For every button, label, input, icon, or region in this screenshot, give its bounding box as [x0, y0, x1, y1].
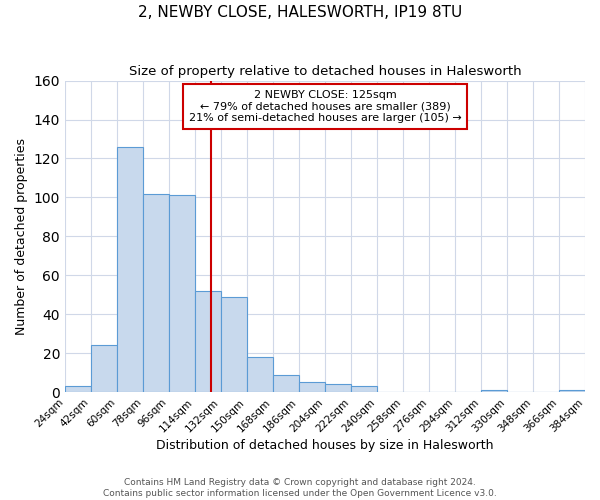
X-axis label: Distribution of detached houses by size in Halesworth: Distribution of detached houses by size …	[156, 440, 494, 452]
Bar	[481, 390, 507, 392]
Bar	[273, 374, 299, 392]
Bar	[117, 147, 143, 392]
Bar	[351, 386, 377, 392]
Bar	[247, 357, 273, 392]
Bar	[65, 386, 91, 392]
Title: Size of property relative to detached houses in Halesworth: Size of property relative to detached ho…	[128, 65, 521, 78]
Bar	[169, 196, 195, 392]
Bar	[559, 390, 585, 392]
Bar	[91, 346, 117, 392]
Text: 2 NEWBY CLOSE: 125sqm
← 79% of detached houses are smaller (389)
21% of semi-det: 2 NEWBY CLOSE: 125sqm ← 79% of detached …	[188, 90, 461, 123]
Y-axis label: Number of detached properties: Number of detached properties	[15, 138, 28, 335]
Bar	[299, 382, 325, 392]
Bar	[325, 384, 351, 392]
Bar	[143, 194, 169, 392]
Text: Contains HM Land Registry data © Crown copyright and database right 2024.
Contai: Contains HM Land Registry data © Crown c…	[103, 478, 497, 498]
Bar	[195, 291, 221, 392]
Text: 2, NEWBY CLOSE, HALESWORTH, IP19 8TU: 2, NEWBY CLOSE, HALESWORTH, IP19 8TU	[138, 5, 462, 20]
Bar	[221, 297, 247, 392]
